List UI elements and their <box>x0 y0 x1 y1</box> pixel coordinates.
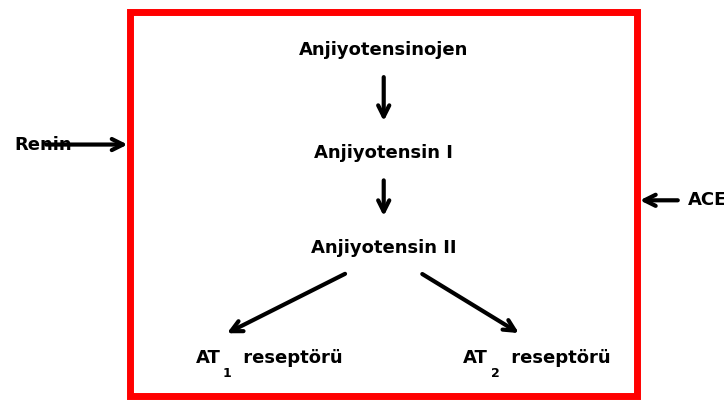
Text: reseptörü: reseptörü <box>237 349 343 368</box>
Text: 2: 2 <box>491 367 500 380</box>
Text: ACE: ACE <box>688 191 724 209</box>
Bar <box>130 12 637 396</box>
Text: Anjiyotensinojen: Anjiyotensinojen <box>299 40 468 59</box>
Text: Anjiyotensin II: Anjiyotensin II <box>311 239 456 257</box>
Text: AT: AT <box>463 349 488 368</box>
Text: 1: 1 <box>223 367 232 380</box>
Text: Renin: Renin <box>14 135 72 154</box>
Text: Anjiyotensin I: Anjiyotensin I <box>314 144 453 162</box>
Text: reseptörü: reseptörü <box>505 349 611 368</box>
Text: AT: AT <box>195 349 220 368</box>
